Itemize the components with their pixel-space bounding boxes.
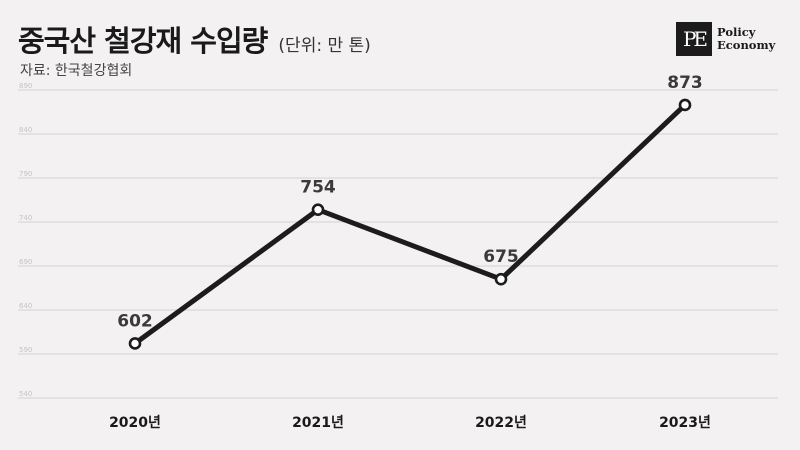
y-tick-label: 690 bbox=[19, 258, 32, 266]
data-label: 873 bbox=[667, 73, 703, 93]
title-block: 중국산 철강재 수입량 (단위: 만 톤) bbox=[18, 18, 371, 60]
data-label: 602 bbox=[117, 311, 153, 331]
x-tick-label: 2022년 bbox=[475, 415, 527, 431]
y-tick-label: 790 bbox=[19, 170, 32, 178]
y-tick-label: 890 bbox=[19, 82, 32, 90]
logo-text: Policy Economy bbox=[717, 26, 775, 52]
y-tick-label: 640 bbox=[19, 302, 32, 310]
y-tick-label: 540 bbox=[19, 390, 32, 398]
x-tick-label: 2021년 bbox=[292, 415, 344, 431]
data-point bbox=[494, 272, 508, 286]
y-tick-label: 590 bbox=[19, 346, 32, 354]
data-point bbox=[678, 98, 692, 112]
data-label: 675 bbox=[483, 247, 519, 267]
chart-title: 중국산 철강재 수입량 bbox=[18, 24, 268, 58]
policy-economy-logo: PE Policy Economy bbox=[676, 22, 775, 56]
logo-line-2: Economy bbox=[717, 38, 776, 52]
data-label: 754 bbox=[300, 178, 336, 198]
source-note: 자료: 한국철강협회 bbox=[20, 63, 133, 79]
y-tick-label: 840 bbox=[19, 126, 32, 134]
x-tick-label: 2023년 bbox=[659, 415, 711, 431]
logo-mark-icon: PE bbox=[676, 22, 712, 56]
series-line bbox=[132, 102, 688, 346]
x-tick-label: 2020년 bbox=[109, 415, 161, 431]
y-tick-label: 740 bbox=[19, 214, 32, 222]
data-point bbox=[311, 203, 325, 216]
unit-label: (단위: 만 톤) bbox=[278, 36, 371, 56]
data-point bbox=[128, 337, 142, 350]
logo-line-1: Policy bbox=[717, 25, 756, 39]
